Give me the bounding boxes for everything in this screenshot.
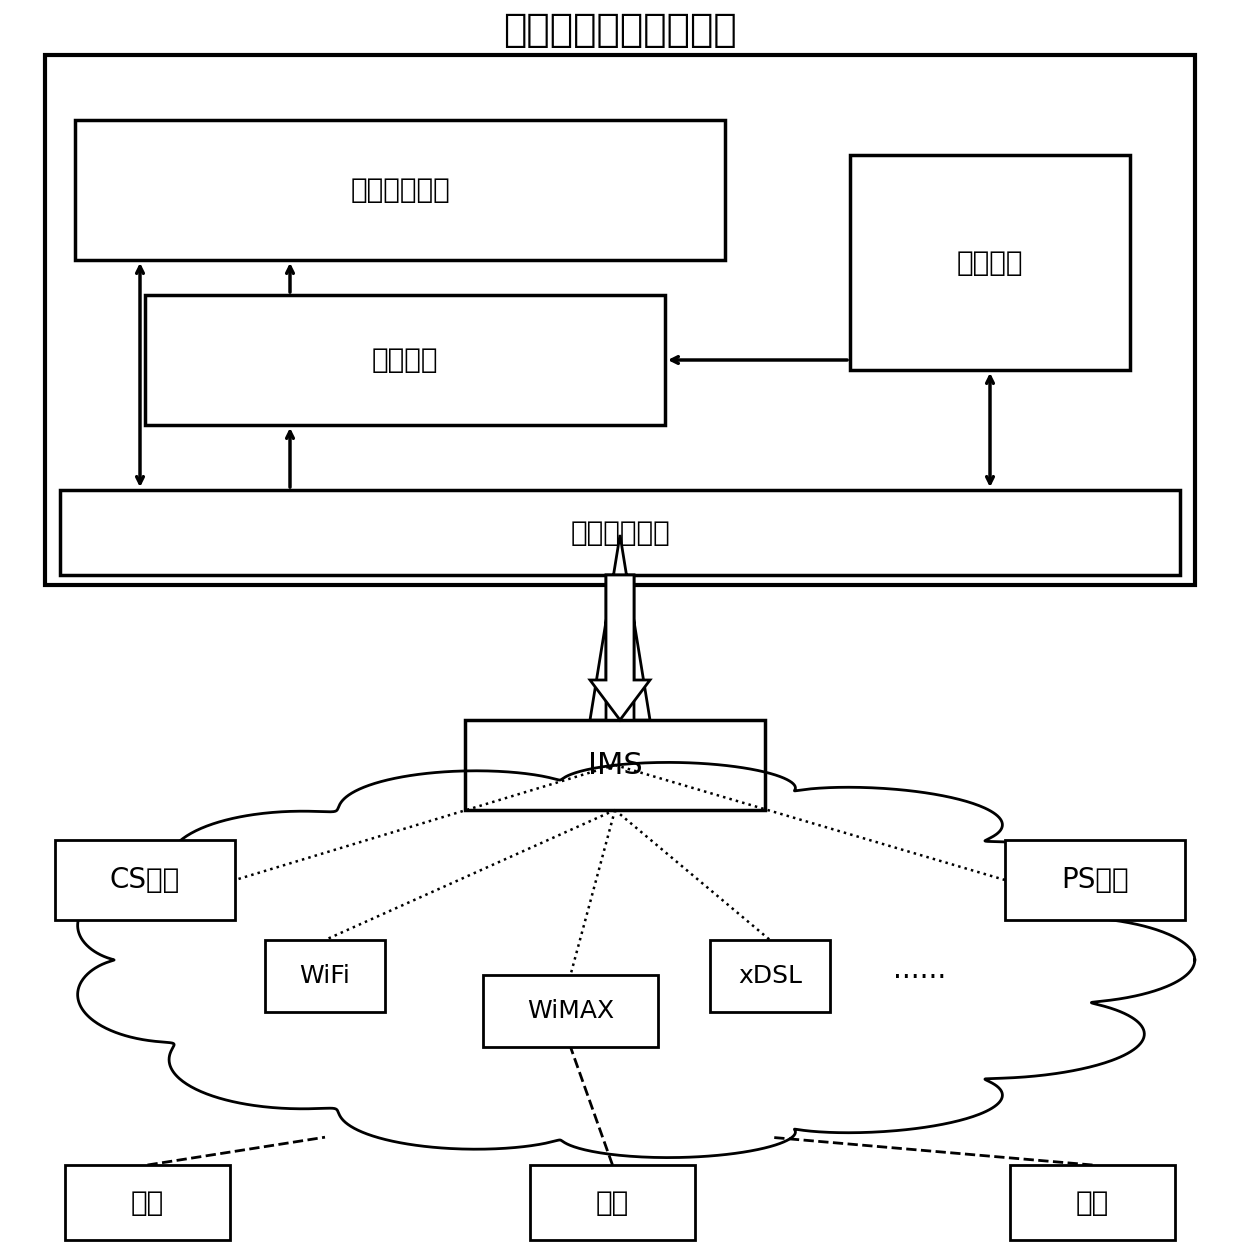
Bar — [145, 295, 665, 425]
Text: IMS: IMS — [588, 750, 642, 780]
Bar — [64, 1165, 229, 1240]
Text: WiFi: WiFi — [300, 964, 351, 988]
Text: CS网络: CS网络 — [110, 867, 180, 894]
Bar — [1011, 1165, 1176, 1240]
Polygon shape — [78, 762, 1195, 1157]
Text: WiMAX: WiMAX — [527, 999, 614, 1023]
Bar — [484, 976, 658, 1047]
Text: 终端: 终端 — [1076, 1189, 1109, 1216]
Bar — [45, 55, 1195, 586]
Polygon shape — [590, 535, 650, 720]
Text: xDSL: xDSL — [738, 964, 802, 988]
Bar — [60, 490, 1180, 576]
Bar — [265, 940, 384, 1012]
Bar — [74, 120, 725, 260]
Bar — [1004, 840, 1185, 920]
Text: PS网络: PS网络 — [1061, 867, 1128, 894]
Text: 决策模块: 决策模块 — [372, 346, 438, 374]
Bar — [465, 720, 765, 810]
Text: 会话合并模块: 会话合并模块 — [350, 176, 450, 204]
Text: 终端: 终端 — [131, 1189, 164, 1216]
Text: 消息收发模块: 消息收发模块 — [570, 518, 670, 547]
Bar — [529, 1165, 694, 1240]
Text: ......: ...... — [893, 956, 946, 984]
Bar — [849, 155, 1130, 370]
Text: 注册模块: 注册模块 — [957, 248, 1023, 276]
Bar — [711, 940, 830, 1012]
Text: 多媒体会话合并服务器: 多媒体会话合并服务器 — [503, 11, 737, 49]
Bar — [55, 840, 236, 920]
Text: 终端: 终端 — [596, 1189, 629, 1216]
Polygon shape — [590, 576, 650, 720]
